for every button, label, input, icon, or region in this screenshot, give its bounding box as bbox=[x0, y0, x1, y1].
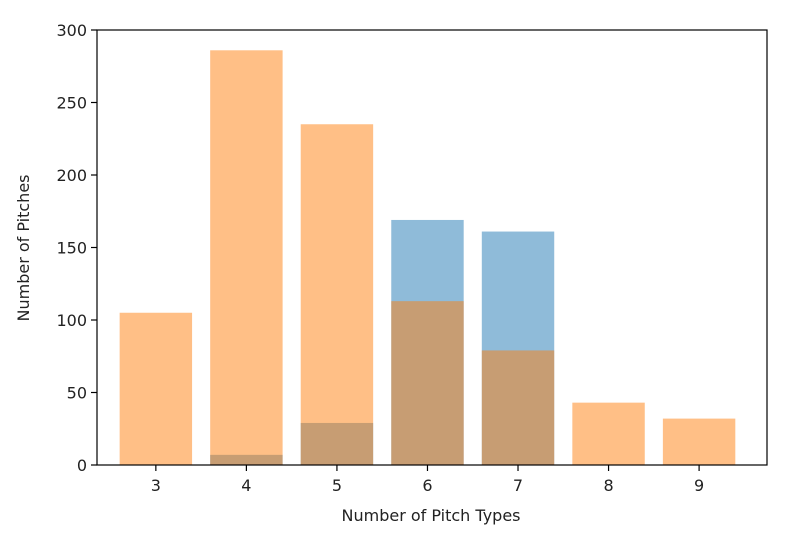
x-tick-label: 8 bbox=[603, 476, 613, 495]
x-tick-label: 4 bbox=[241, 476, 251, 495]
y-tick-label: 150 bbox=[56, 239, 87, 258]
y-tick-label: 250 bbox=[56, 94, 87, 113]
y-tick-label: 100 bbox=[56, 311, 87, 330]
x-tick-label: 3 bbox=[151, 476, 161, 495]
bar-series-2-7 bbox=[481, 350, 555, 465]
axes-layer: 0 50 100 150 200 250 300 3 4 5 6 7 8 9 bbox=[56, 21, 768, 495]
x-tick-label: 6 bbox=[422, 476, 432, 495]
x-tick-label: 7 bbox=[513, 476, 523, 495]
x-tick-label: 9 bbox=[694, 476, 704, 495]
x-axis-label: Number of Pitch Types bbox=[342, 506, 521, 525]
bar-series-2-6 bbox=[391, 301, 464, 465]
bars-layer bbox=[119, 50, 736, 466]
bar-series-2-8 bbox=[572, 402, 645, 465]
y-tick-label: 50 bbox=[67, 384, 87, 403]
bar-series-2-5 bbox=[300, 124, 374, 465]
bar-series-2-4 bbox=[210, 50, 283, 466]
y-tick-label: 0 bbox=[77, 456, 87, 475]
x-tick-label: 5 bbox=[332, 476, 342, 495]
bar-series-2-9 bbox=[662, 418, 736, 465]
y-axis-label: Number of Pitches bbox=[14, 175, 33, 322]
y-tick-label: 300 bbox=[56, 21, 87, 40]
bar-series-2-3 bbox=[119, 312, 193, 465]
y-tick-label: 200 bbox=[56, 166, 87, 185]
